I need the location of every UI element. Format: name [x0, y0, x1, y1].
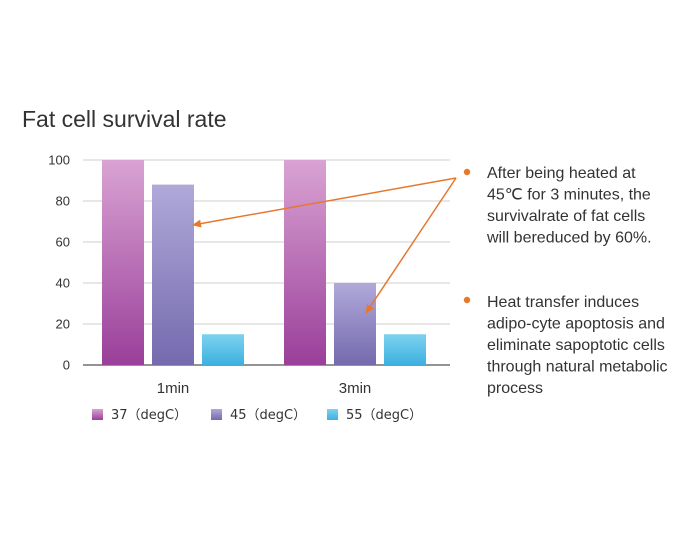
annotation-line: will bereduced by 60%.	[486, 230, 652, 247]
x-category-label: 1min	[157, 380, 190, 397]
y-axis-ticks: 0 20 40 60 80 100	[48, 153, 70, 373]
legend-swatch	[211, 409, 222, 420]
annotations: After being heated at 45℃ for 3 minutes, …	[463, 165, 668, 397]
annotation-line: process	[487, 380, 543, 397]
bar-1min-series-3	[202, 334, 244, 365]
bar-1min-series-1	[102, 160, 144, 365]
annotation-line: Heat transfer induces	[487, 294, 639, 311]
bullet-icon	[463, 168, 471, 176]
bar-1min-series-2	[152, 184, 194, 365]
x-category-label: 3min	[339, 380, 372, 397]
chart-title: Fat cell survival rate	[22, 106, 227, 132]
legend-swatch	[92, 409, 103, 420]
bar-group	[102, 160, 426, 365]
legend-label: 55（degC）	[346, 408, 422, 423]
legend: 37（degC） 45（degC） 55（degC）	[92, 408, 422, 423]
legend-label: 45（degC）	[230, 408, 306, 423]
y-tick-label: 20	[56, 317, 70, 332]
legend-label: 37（degC）	[111, 408, 187, 423]
y-tick-label: 60	[56, 235, 70, 250]
y-tick-label: 40	[56, 276, 70, 291]
annotation-arrows	[192, 177, 457, 314]
y-tick-label: 80	[56, 194, 70, 209]
bar-3min-series-3	[384, 334, 426, 365]
y-tick-label: 100	[48, 153, 70, 168]
annotation-line: through natural metabolic	[487, 359, 668, 376]
bar-3min-series-1	[284, 160, 326, 365]
annotation-line: 45℃ for 3 minutes, the	[487, 187, 651, 204]
bullet-icon	[463, 296, 471, 304]
legend-swatch	[327, 409, 338, 420]
bar-3min-series-2	[334, 283, 376, 365]
x-axis-categories: 1min 3min	[157, 380, 372, 397]
arrow-to-1min-bar	[192, 177, 457, 228]
annotation-line: adipo-cyte apoptosis and	[487, 316, 665, 333]
annotation-line: eliminate sapoptotic cells	[487, 337, 665, 354]
arrow-to-3min-bar	[365, 177, 457, 314]
annotation-line: After being heated at	[487, 165, 636, 182]
y-tick-label: 0	[63, 358, 70, 373]
annotation-line: survivalrate of fat cells	[487, 208, 645, 225]
